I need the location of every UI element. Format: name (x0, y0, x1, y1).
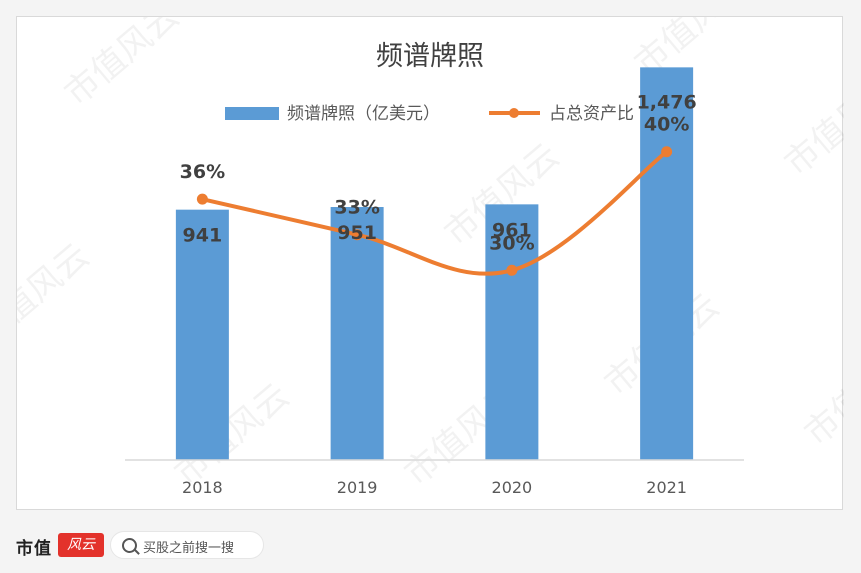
bar-value-label: 961 (492, 219, 532, 241)
brand-badge: 风云 (58, 533, 104, 557)
bar-2021 (640, 67, 694, 460)
line-value-label: 33% (334, 197, 379, 219)
bar-2018 (175, 209, 229, 460)
line-point-2019 (351, 229, 363, 241)
line-series (196, 146, 673, 276)
watermark-text: 市值风云 (17, 236, 97, 354)
chart: 市值风云市值风云市值风云市值风云市值风云市值风云市值风云市值风云市值风云市值风云… (17, 17, 844, 497)
bar-value-label: 1,476 (637, 91, 697, 113)
data-labels: 941 951 961 1,476 36% 33% 30% 40% (180, 91, 697, 254)
watermark-text: 市值风云 (777, 66, 844, 184)
legend-label-bar: 频谱牌照（亿美元） (287, 104, 440, 124)
legend-label-line: 占总资产比 (549, 104, 634, 124)
bar-value-label: 951 (337, 222, 377, 244)
bar-2019 (330, 207, 384, 460)
x-tick-label: 2020 (492, 478, 533, 497)
watermarks: 市值风云市值风云市值风云市值风云市值风云市值风云市值风云市值风云市值风云市值风云 (17, 17, 844, 494)
legend: 频谱牌照（亿美元） 占总资产比 (225, 104, 634, 124)
legend-swatch-bar (225, 107, 279, 120)
bar-2020 (485, 204, 539, 460)
line-point-2021 (661, 146, 673, 158)
footer: 市值 风云 买股之前搜一搜 (0, 522, 861, 573)
line-point-2018 (196, 193, 208, 205)
chart-title: 频谱牌照 (376, 41, 484, 72)
line-path (200, 149, 669, 276)
x-tick-labels: 2018 2019 2020 2021 (182, 478, 687, 497)
line-value-label: 30% (489, 232, 534, 254)
chart-card: 市值风云市值风云市值风云市值风云市值风云市值风云市值风云市值风云市值风云市值风云… (16, 16, 844, 510)
watermark-text: 市值风云 (57, 17, 187, 114)
line-value-label: 36% (180, 161, 225, 183)
brand-text: 市值 (16, 539, 52, 559)
watermark-text: 市值风云 (797, 336, 844, 454)
search-placeholder: 买股之前搜一搜 (143, 541, 235, 556)
x-tick-label: 2019 (337, 478, 378, 497)
line-point-2020 (506, 264, 518, 276)
search-icon (122, 538, 137, 553)
legend-marker-line (509, 108, 519, 118)
line-value-label: 40% (644, 114, 689, 136)
search-box[interactable]: 买股之前搜一搜 (110, 531, 264, 559)
bar-value-label: 941 (183, 225, 223, 247)
x-tick-label: 2018 (182, 478, 223, 497)
bars (175, 67, 694, 460)
x-tick-label: 2021 (646, 478, 687, 497)
